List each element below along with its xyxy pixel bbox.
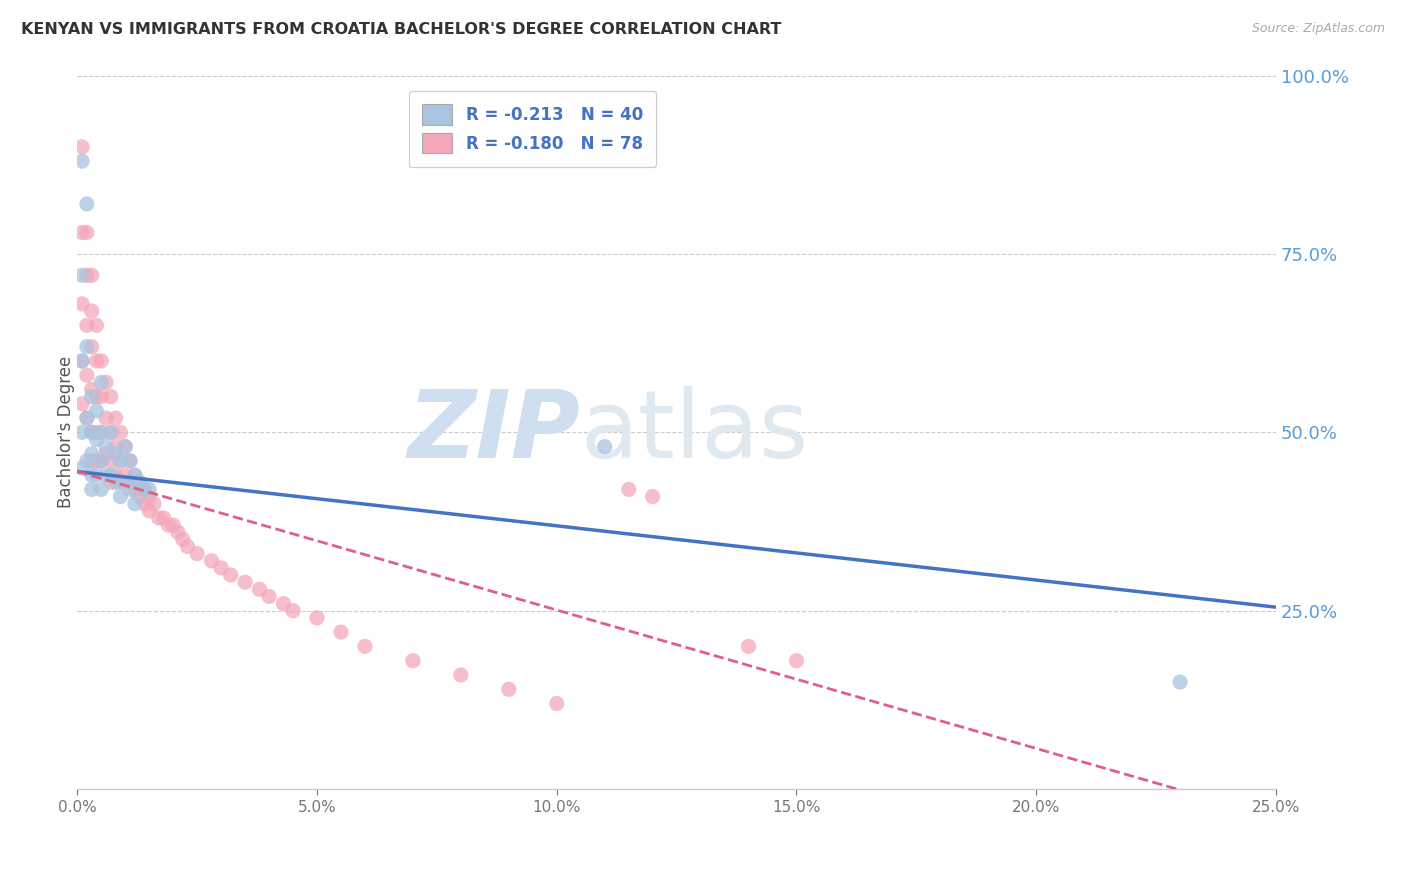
- Point: [233, 575, 256, 590]
- Point: [90, 425, 112, 440]
- Point: [70, 268, 93, 283]
- Point: [94, 468, 117, 483]
- Point: [100, 390, 122, 404]
- Point: [90, 454, 112, 468]
- Point: [593, 440, 616, 454]
- Point: [76, 411, 98, 425]
- Point: [76, 411, 98, 425]
- Point: [737, 640, 759, 654]
- Point: [118, 483, 141, 497]
- Point: [104, 440, 127, 454]
- Point: [546, 697, 568, 711]
- Point: [104, 447, 127, 461]
- Point: [90, 425, 112, 440]
- Point: [249, 582, 271, 597]
- Point: [785, 654, 807, 668]
- Point: [80, 383, 103, 397]
- Point: [76, 368, 98, 383]
- Point: [80, 268, 103, 283]
- Point: [124, 483, 146, 497]
- Point: [1168, 675, 1191, 690]
- Point: [76, 226, 98, 240]
- Point: [152, 511, 174, 525]
- Point: [281, 604, 304, 618]
- Point: [80, 425, 103, 440]
- Point: [100, 468, 122, 483]
- Point: [124, 497, 146, 511]
- Point: [134, 483, 156, 497]
- Point: [641, 490, 664, 504]
- Point: [94, 447, 117, 461]
- Point: [90, 483, 112, 497]
- Point: [86, 425, 108, 440]
- Point: [138, 490, 160, 504]
- Text: atlas: atlas: [581, 386, 808, 478]
- Point: [90, 376, 112, 390]
- Point: [114, 468, 136, 483]
- Point: [76, 318, 98, 333]
- Point: [138, 504, 160, 518]
- Point: [124, 468, 146, 483]
- Point: [70, 140, 93, 154]
- Point: [70, 354, 93, 368]
- Point: [128, 475, 150, 490]
- Point: [86, 354, 108, 368]
- Point: [80, 304, 103, 318]
- Point: [86, 433, 108, 447]
- Point: [86, 390, 108, 404]
- Text: Source: ZipAtlas.com: Source: ZipAtlas.com: [1251, 22, 1385, 36]
- Text: ZIP: ZIP: [408, 386, 581, 478]
- Point: [80, 390, 103, 404]
- Point: [110, 490, 132, 504]
- Point: [70, 297, 93, 311]
- Point: [172, 533, 194, 547]
- Point: [110, 475, 132, 490]
- Point: [94, 440, 117, 454]
- Point: [114, 475, 136, 490]
- Point: [498, 682, 520, 697]
- Point: [330, 625, 353, 640]
- Point: [110, 454, 132, 468]
- Point: [80, 340, 103, 354]
- Point: [134, 483, 156, 497]
- Point: [450, 668, 472, 682]
- Text: KENYAN VS IMMIGRANTS FROM CROATIA BACHELOR'S DEGREE CORRELATION CHART: KENYAN VS IMMIGRANTS FROM CROATIA BACHEL…: [21, 22, 782, 37]
- Point: [100, 454, 122, 468]
- Point: [157, 518, 180, 533]
- Point: [118, 454, 141, 468]
- Point: [70, 425, 93, 440]
- Point: [354, 640, 377, 654]
- Point: [148, 511, 170, 525]
- Point: [94, 411, 117, 425]
- Point: [200, 554, 222, 568]
- Point: [138, 483, 160, 497]
- Point: [134, 497, 156, 511]
- Point: [80, 447, 103, 461]
- Point: [100, 425, 122, 440]
- Point: [110, 454, 132, 468]
- Point: [100, 475, 122, 490]
- Point: [94, 376, 117, 390]
- Point: [124, 468, 146, 483]
- Point: [118, 475, 141, 490]
- Legend: R = -0.213   N = 40, R = -0.180   N = 78: R = -0.213 N = 40, R = -0.180 N = 78: [409, 91, 657, 167]
- Point: [305, 611, 328, 625]
- Point: [402, 654, 425, 668]
- Point: [90, 354, 112, 368]
- Point: [257, 590, 280, 604]
- Point: [104, 468, 127, 483]
- Point: [70, 354, 93, 368]
- Point: [128, 490, 150, 504]
- Point: [86, 404, 108, 418]
- Point: [104, 411, 127, 425]
- Point: [80, 483, 103, 497]
- Y-axis label: Bachelor's Degree: Bachelor's Degree: [58, 356, 75, 508]
- Point: [80, 425, 103, 440]
- Point: [70, 397, 93, 411]
- Point: [110, 425, 132, 440]
- Point: [70, 226, 93, 240]
- Point: [76, 340, 98, 354]
- Point: [114, 440, 136, 454]
- Point: [86, 318, 108, 333]
